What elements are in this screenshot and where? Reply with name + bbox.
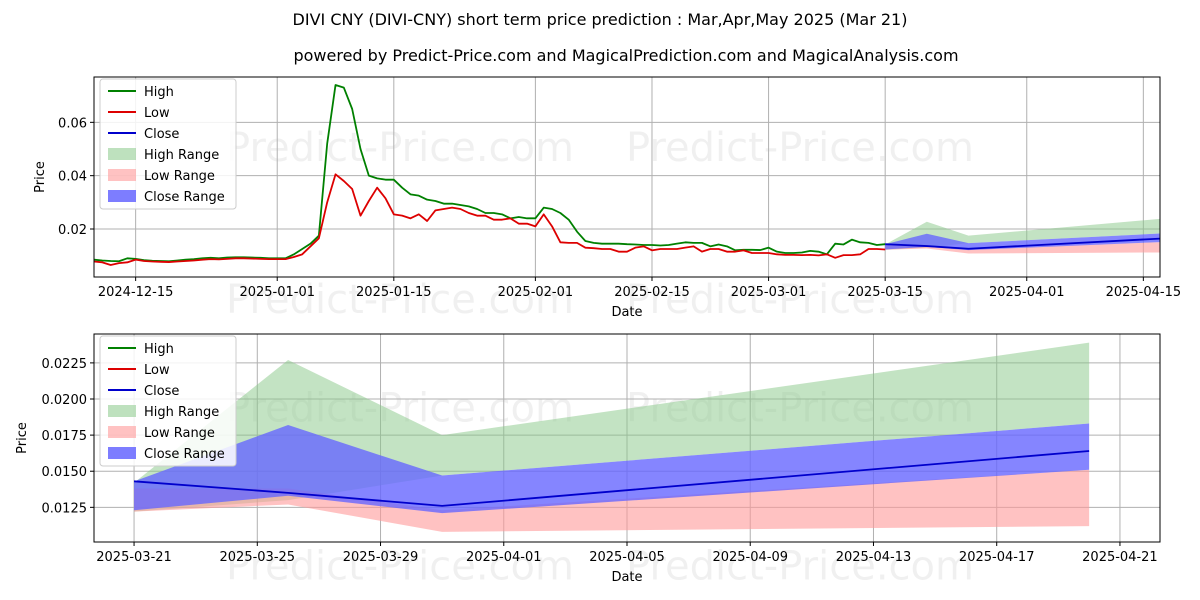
x-tick-label: 2025-03-21 [96, 550, 172, 565]
legend-label: Low [144, 106, 170, 121]
x-tick-label: 2025-01-01 [239, 285, 315, 300]
legend-label: Close Range [144, 447, 225, 462]
top-chart: Predict-Price.com Predict-Price.com Predic… [33, 76, 1182, 323]
x-tick-label: 2025-03-15 [847, 285, 923, 300]
legend-swatch-patch [108, 447, 136, 459]
watermark-text: Predict-Price.com [226, 125, 574, 171]
legend-label: Low Range [144, 426, 215, 441]
x-tick-label: 2025-01-15 [356, 285, 432, 300]
legend-label: Low [144, 363, 170, 378]
legend-swatch-patch [108, 148, 136, 160]
legend-swatch-patch [108, 169, 136, 181]
x-tick-label: 2025-04-13 [836, 550, 912, 565]
y-axis-label: Price [15, 422, 30, 454]
high-line [93, 84, 886, 263]
legend-label: High [144, 85, 174, 100]
low-line [93, 173, 886, 266]
watermark-text: Predict-Price.com [626, 543, 974, 589]
legend: High Low Close High Range Low Range Close Ran… [99, 335, 237, 467]
x-tick-label: 2025-04-17 [959, 550, 1035, 565]
x-tick-label: 2025-03-25 [220, 550, 296, 565]
x-tick-label: 2025-04-21 [1082, 550, 1158, 565]
chart-subtitle: powered by Predict-Price.com and Magical… [293, 46, 958, 65]
chart-title: DIVI CNY (DIVI-CNY) short term price pre… [293, 10, 908, 29]
close-line [885, 237, 1161, 250]
legend-swatch-patch [108, 190, 136, 202]
close-line [133, 450, 1090, 507]
y-tick-label: 0.02 [58, 223, 87, 238]
x-tick-label: 2025-02-01 [498, 285, 574, 300]
x-tick-label: 2025-04-01 [466, 550, 542, 565]
watermark-text: Predict-Price.com [626, 277, 974, 323]
x-tick-label: 2025-04-01 [989, 285, 1065, 300]
legend-label: High Range [144, 148, 219, 163]
x-axis-label: Date [611, 570, 642, 585]
y-axis-label: Price [33, 161, 48, 193]
x-tick-label: 2025-02-15 [614, 285, 690, 300]
close-range-band [885, 233, 1160, 251]
legend-label: High [144, 342, 174, 357]
close-range-band [134, 423, 1090, 514]
x-tick-label: 2024-12-15 [98, 285, 174, 300]
y-tick-label: 0.04 [58, 170, 87, 185]
legend-label: Close [144, 384, 179, 399]
legend-label: High Range [144, 405, 219, 420]
watermarks: Predict-Price.com Predict-Price.com Predic… [226, 125, 974, 323]
legend-label: Close [144, 127, 179, 142]
legend-label: Low Range [144, 169, 215, 184]
legend: High Low Close High Range Low Range Close Ran… [99, 78, 237, 210]
x-tick-label: 2025-03-01 [731, 285, 807, 300]
legend-swatch-patch [108, 426, 136, 438]
legend-swatch-patch [108, 405, 136, 417]
x-tick-label: 2025-04-09 [712, 550, 788, 565]
y-tick-label: 0.0175 [42, 429, 88, 444]
x-tick-label: 2025-04-05 [589, 550, 665, 565]
watermark-text: Predict-Price.com [226, 277, 574, 323]
plot-frame [93, 76, 1161, 278]
x-axis-label: Date [611, 305, 642, 320]
y-tick-label: 0.0225 [42, 357, 88, 372]
y-tick-label: 0.06 [58, 116, 87, 131]
watermark-text: Predict-Price.com [626, 125, 974, 171]
y-tick-label: 0.0200 [42, 393, 88, 408]
legend-label: Close Range [144, 190, 225, 205]
x-tick-label: 2025-03-29 [343, 550, 419, 565]
x-tick-label: 2025-04-15 [1106, 285, 1182, 300]
y-tick-label: 0.0150 [42, 465, 88, 480]
y-tick-label: 0.0125 [42, 501, 88, 516]
watermark-text: Predict-Price.com [226, 543, 574, 589]
